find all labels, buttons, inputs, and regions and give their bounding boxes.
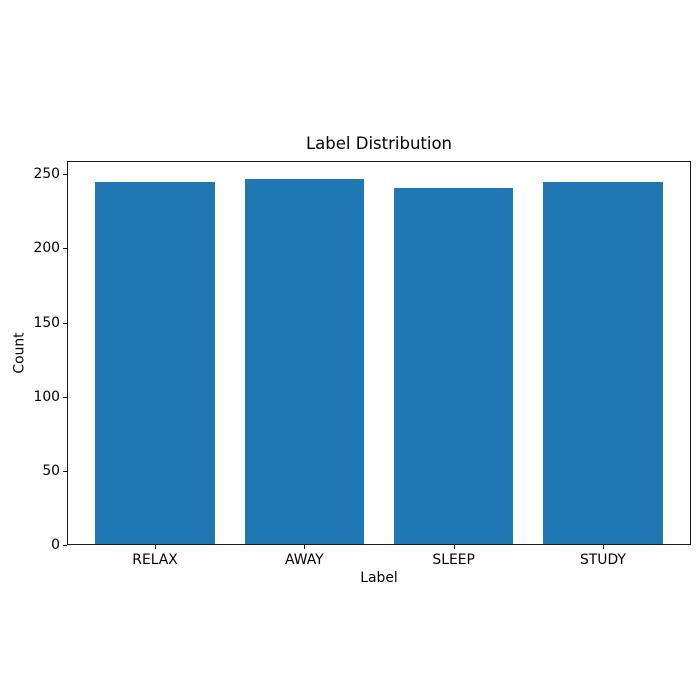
x-axis-label: Label: [360, 570, 398, 586]
x-tick-label: RELAX: [132, 552, 178, 568]
y-tick-mark: [63, 322, 67, 324]
y-tick-label: 250: [33, 166, 60, 183]
chart-title: Label Distribution: [305, 134, 453, 153]
x-tick-mark: [304, 545, 306, 549]
y-tick-label: 100: [33, 388, 60, 405]
y-tick-label: 200: [33, 240, 60, 257]
x-tick-label: SLEEP: [432, 552, 475, 568]
bar: [244, 178, 365, 545]
y-tick-label: 50: [42, 462, 60, 479]
y-tick-mark: [63, 545, 67, 546]
bar: [95, 181, 215, 545]
y-axis-label: Count: [11, 332, 28, 374]
x-tick-label: STUDY: [579, 552, 626, 568]
bar: [393, 187, 514, 545]
bar: [543, 181, 663, 545]
y-tick-label: 0: [51, 537, 60, 553]
y-tick-mark: [63, 396, 67, 398]
x-tick-mark: [453, 545, 455, 549]
y-tick-mark: [63, 248, 67, 250]
plot-area: [67, 161, 691, 545]
y-tick-label: 150: [33, 314, 60, 331]
x-tick-label: AWAY: [285, 552, 324, 568]
y-tick-mark: [63, 470, 67, 472]
y-tick-mark: [63, 174, 67, 176]
x-tick-mark: [155, 545, 157, 549]
x-tick-mark: [602, 545, 604, 549]
